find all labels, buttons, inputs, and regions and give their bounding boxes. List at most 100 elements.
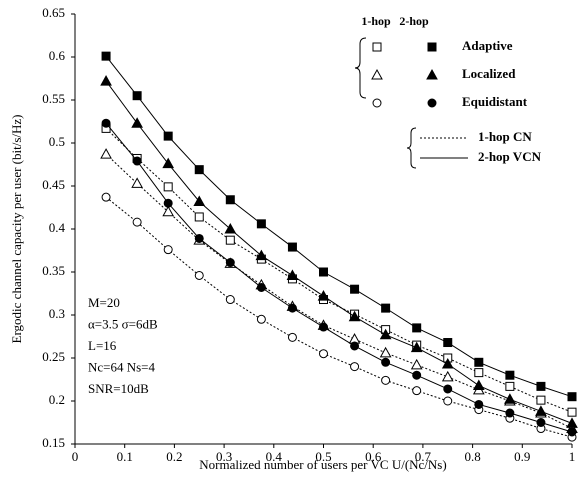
legend-marker [427,42,437,52]
y-tick-label: 0.35 [42,263,65,278]
data-point [472,379,485,391]
legend-label: 2-hop VCN [478,149,542,164]
data-point [132,156,142,166]
data-point [256,314,266,324]
y-tick-label: 0.2 [49,392,65,407]
data-point [567,392,577,402]
data-point [256,282,266,292]
data-point [441,357,454,369]
y-tick-label: 0.45 [42,177,65,192]
data-point [319,349,328,359]
data-point [287,303,297,313]
annotation: L=16 [88,338,117,353]
x-tick-label: 0.1 [117,449,133,464]
y-tick-label: 0.65 [42,5,65,20]
x-tick-label: 0.3 [216,449,232,464]
data-point [474,368,484,378]
data-point [287,332,297,342]
y-tick-label: 0.5 [49,134,65,149]
data-point [101,192,111,202]
data-point [162,205,175,217]
data-point [443,396,453,406]
data-point [567,427,577,437]
data-point [256,219,266,229]
legend-label: Adaptive [462,38,513,53]
y-tick-label: 0.6 [49,48,66,63]
data-point [162,157,175,169]
data-point [536,418,546,427]
data-point [381,375,391,385]
legend-label: 1-hop CN [478,129,532,144]
data-point [286,269,299,280]
legend-brace [354,37,367,99]
x-tick-label: 0.9 [514,449,530,464]
data-point [101,118,111,128]
data-point [348,310,361,322]
data-point [163,131,173,141]
series-line [105,122,573,433]
annotation: α=3.5 σ=6dB [88,316,158,331]
data-point [255,249,268,261]
data-point [194,270,204,280]
annotation: SNR=10dB [88,381,149,396]
data-point [381,303,391,313]
data-point [536,381,546,391]
legend-label: Equidistant [462,94,528,109]
data-point [536,395,546,405]
data-point [566,417,578,428]
x-axis-label: Normalized number of users per VC U/(Nc/… [199,457,446,472]
data-point [443,384,453,394]
series-line [105,80,573,424]
legend-marker [372,42,382,52]
data-point [474,357,484,367]
data-point [567,407,577,417]
data-point [410,341,423,353]
legend-marker [372,98,382,108]
data-point [381,357,391,367]
data-point [474,399,484,409]
data-point [131,117,143,128]
data-point [225,195,235,205]
y-tick-label: 0.55 [42,91,65,106]
data-point [410,358,423,370]
data-point [317,290,330,301]
legend-label: Localized [462,66,516,81]
x-tick-label: 0 [72,449,79,464]
annotation: M=20 [88,295,120,310]
data-point [412,386,422,396]
data-point [194,212,204,222]
data-point [194,233,204,243]
data-point [101,51,111,61]
legend-header: 2-hop [399,14,429,28]
data-point [319,322,328,332]
legend-marker [426,68,438,80]
data-point [504,393,516,404]
legend-marker [371,68,383,80]
data-point [412,323,422,333]
y-axis-label: Ergodic channel capacity per user (bit/s… [9,115,24,344]
x-tick-label: 1 [569,449,576,464]
data-point [225,295,235,305]
data-point [100,75,112,86]
data-point [225,235,235,245]
data-point [350,362,360,372]
x-tick-label: 0.5 [315,449,331,464]
data-point [319,267,328,277]
series-line [105,55,573,398]
data-point [505,408,515,418]
data-point [100,148,112,159]
legend-marker [427,98,437,108]
annotation: Nc=64 Ns=4 [88,359,156,374]
data-point [132,91,142,101]
data-point [225,258,235,268]
x-tick-label: 0.4 [266,449,283,464]
data-point [379,346,392,358]
y-tick-label: 0.25 [42,349,65,364]
data-point [132,217,142,227]
series-line [105,128,573,413]
data-point [535,405,547,416]
data-point [505,381,515,391]
series-line [105,196,573,438]
x-tick-label: 0.2 [166,449,182,464]
